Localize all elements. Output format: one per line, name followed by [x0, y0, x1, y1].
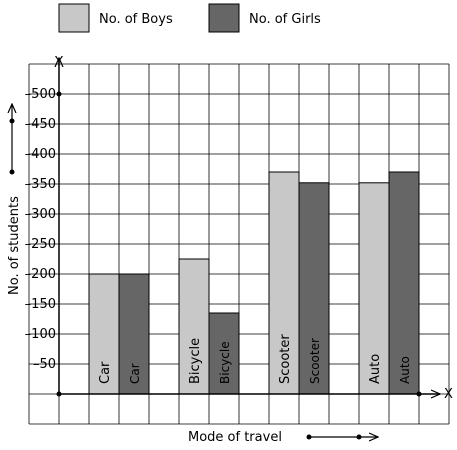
category-label-auto: Auto: [368, 354, 383, 384]
category-label-bicycle: Bicycle: [188, 338, 203, 384]
y-tick-label: –150: [25, 297, 56, 312]
category-label-car: Car: [98, 361, 113, 384]
axes: X Y: [54, 55, 453, 402]
bar-boys-scooter: [268, 171, 300, 395]
bar-boys-car: [88, 273, 120, 395]
legend-label-boys: No. of Boys: [99, 12, 173, 27]
y-decorative-arrow: [10, 104, 15, 175]
category-label-bicycle: Bicycle: [218, 341, 232, 384]
category-labels: Car Car Bicycle Bicycle Scooter Scooter Auto Au…: [98, 334, 412, 384]
x-axis-end-dot: [416, 391, 422, 397]
y-tick-label: –350: [25, 177, 56, 192]
y-tick-labels: –50 –100 –150 –200 –250 –300 –350 –400 –450 –500: [25, 87, 56, 372]
legend-swatch-girls: [208, 3, 240, 33]
legend: No. of Boys No. of Girls: [58, 3, 321, 33]
category-label-scooter: Scooter: [308, 338, 322, 384]
category-label-auto: Auto: [398, 356, 412, 384]
y-tick-label: –450: [25, 117, 56, 132]
x-axis-title: Mode of travel: [188, 430, 282, 445]
origin-dot: [56, 391, 62, 397]
y-tick-label: –250: [25, 237, 56, 252]
bars: [88, 171, 420, 395]
legend-swatch-boys: [58, 3, 90, 33]
legend-label-girls: No. of Girls: [249, 12, 321, 27]
x-decorative-arrow: [306, 435, 379, 440]
y-tick-label: –500: [25, 87, 56, 102]
y-axis-top-dot: [56, 91, 62, 97]
bar-girls-scooter: [298, 182, 330, 395]
y-tick-label: –100: [25, 327, 56, 342]
category-label-car: Car: [128, 363, 142, 384]
y-axis-title: No. of students: [7, 196, 22, 295]
y-tick-label: –300: [25, 207, 56, 222]
y-tick-label: –200: [25, 267, 56, 282]
y-axis-letter: Y: [54, 55, 63, 70]
category-label-scooter: Scooter: [278, 334, 293, 384]
bar-girls-auto: [388, 171, 420, 395]
y-tick-label: –400: [25, 147, 56, 162]
x-axis-letter: X: [444, 387, 453, 402]
y-tick-label: –50: [33, 357, 56, 372]
